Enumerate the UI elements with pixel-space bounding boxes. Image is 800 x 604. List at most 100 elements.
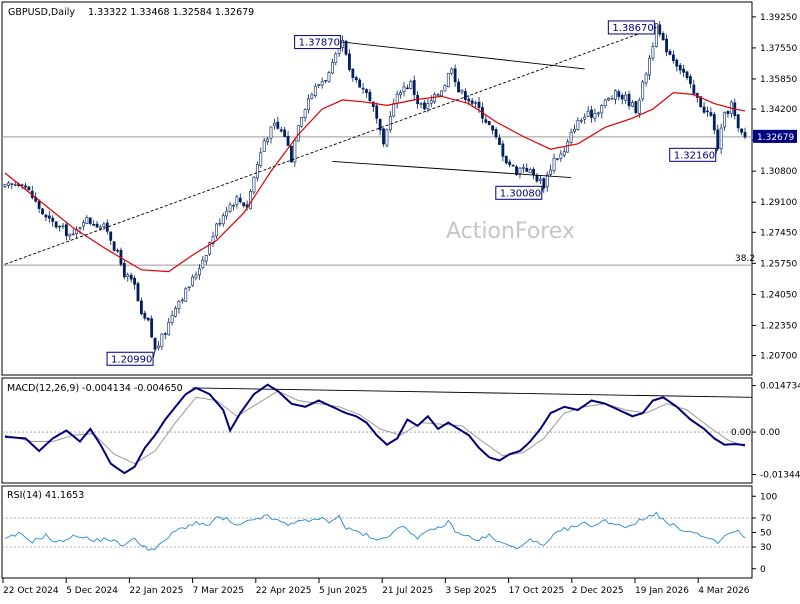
candle-body — [344, 40, 348, 55]
candle-body — [92, 223, 96, 226]
candle-body — [501, 143, 505, 157]
candle-body — [136, 283, 140, 302]
date-tick-label: 22 Jan 2025 — [129, 586, 183, 596]
candle-body — [105, 222, 109, 232]
candle-body — [545, 174, 549, 188]
candle-body — [126, 274, 130, 277]
candle-body — [484, 119, 488, 123]
candle-body — [498, 137, 501, 145]
candle-body — [542, 178, 546, 189]
candle-body — [204, 255, 208, 262]
candle-body — [235, 196, 239, 205]
candle-body — [330, 62, 334, 74]
candle-body — [723, 112, 726, 128]
candle-body — [334, 53, 338, 63]
rsi-tick-label: 0 — [760, 565, 766, 575]
candle-body — [85, 217, 89, 224]
candle-body — [457, 81, 460, 93]
candle-body — [515, 166, 518, 176]
date-tick-label: 22 Apr 2025 — [256, 586, 312, 596]
candle-body — [627, 93, 631, 107]
rsi-tick-label: 50 — [760, 529, 772, 539]
candle-body — [300, 116, 304, 127]
candle-body — [68, 233, 72, 237]
candle-body — [174, 307, 177, 317]
candle-body — [232, 205, 235, 207]
macd-tick-label: 0.014734 — [760, 382, 800, 392]
price-tick-label: 1.22350 — [760, 321, 797, 331]
candle-body — [726, 110, 730, 114]
candle-body — [552, 157, 556, 171]
candle-body — [215, 223, 218, 237]
candle-body — [133, 277, 136, 285]
candle-body — [51, 217, 55, 222]
price-tick-label: 1.39250 — [760, 13, 797, 23]
candle-body — [736, 114, 740, 129]
candle-body — [706, 110, 709, 113]
candle-body — [194, 274, 198, 279]
candle-body — [743, 132, 747, 138]
candle-body — [54, 221, 58, 228]
candle-body — [668, 50, 672, 55]
candle-body — [590, 109, 593, 118]
candle-body — [276, 121, 280, 129]
candle-body — [286, 135, 290, 146]
candle-body — [351, 68, 355, 78]
candle-body — [651, 46, 655, 59]
candle-body — [252, 176, 256, 193]
candle-body — [320, 81, 324, 86]
candle-body — [521, 166, 525, 169]
candle-body — [3, 184, 7, 187]
candle-body — [450, 68, 454, 74]
date-tick-label: 2 Dec 2025 — [572, 586, 624, 596]
candle-body — [218, 222, 222, 225]
candle-body — [146, 317, 150, 321]
candle-body — [583, 116, 587, 120]
candle-body — [405, 87, 409, 90]
candle-body — [443, 85, 447, 92]
candle-body — [566, 141, 570, 153]
candle-body — [262, 140, 266, 152]
candle-body — [528, 169, 532, 174]
candle-body — [10, 183, 14, 185]
candle-body — [7, 182, 10, 186]
candle-body — [375, 105, 379, 119]
candle-body — [187, 286, 191, 288]
candle-body — [95, 223, 99, 228]
candle-body — [102, 223, 106, 227]
candle-body — [225, 210, 229, 217]
macd-tick-label: -0.013442 — [760, 471, 800, 481]
candle-body — [518, 167, 522, 174]
candle-body — [719, 127, 723, 149]
candle-body — [641, 81, 645, 100]
date-tick-label: 19 Jan 2026 — [635, 586, 689, 596]
candle-body — [150, 318, 154, 338]
candle-body — [358, 79, 362, 88]
price-tick-label: 1.25750 — [760, 259, 797, 269]
candle-body — [273, 122, 276, 127]
candle-body — [460, 89, 464, 93]
candle-body — [279, 129, 283, 132]
candle-body — [634, 101, 638, 114]
candle-body — [228, 204, 232, 212]
candle-body — [27, 186, 31, 191]
candle-body — [614, 90, 617, 100]
candle-body — [259, 152, 263, 166]
moving-average-line — [4, 91, 746, 273]
candle-body — [177, 301, 181, 309]
price-tick-label: 1.27450 — [760, 228, 797, 238]
candle-body — [440, 90, 443, 97]
candle-body — [610, 98, 614, 100]
candle-body — [184, 288, 188, 302]
macd-signal-line — [4, 390, 746, 465]
candle-body — [535, 175, 539, 182]
macd-tick-label: 0.00 — [760, 428, 780, 438]
date-tick-label: 17 Oct 2025 — [509, 586, 565, 596]
price-tick-label: 1.24050 — [760, 290, 797, 300]
candle-body — [586, 110, 590, 117]
candle-body — [426, 102, 430, 109]
candle-body — [562, 151, 566, 156]
candle-body — [41, 208, 44, 215]
